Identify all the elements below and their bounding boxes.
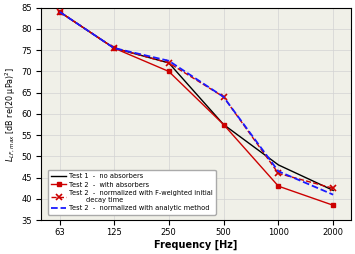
X-axis label: Frequency [Hz]: Frequency [Hz]: [154, 240, 238, 250]
Test 2  -  normalized with F-weighted initial
        decay time: [166, 61, 171, 65]
Test 2  -  with absorbers: [222, 123, 226, 126]
Test 2  -  with absorbers: [166, 70, 171, 73]
Test 2  -  with absorbers: [331, 204, 335, 207]
Test 2  -  normalized with F-weighted initial
        decay time: [222, 96, 226, 99]
Test 2  -  normalized with F-weighted initial
        decay time: [276, 172, 280, 175]
Test 2  -  normalized with F-weighted initial
        decay time: [331, 187, 335, 190]
Test 2  -  with absorbers: [58, 10, 62, 13]
Line: Test 2  -  with absorbers: Test 2 - with absorbers: [58, 9, 335, 208]
Test 2  -  normalized with analytic method: [331, 193, 335, 196]
Line: Test 1  -  no absorbers: Test 1 - no absorbers: [60, 12, 333, 190]
Test 2  -  with absorbers: [112, 46, 116, 50]
Test 1  -  no absorbers: [166, 61, 171, 65]
Test 2  -  normalized with analytic method: [112, 46, 116, 50]
Test 2  -  normalized with F-weighted initial
        decay time: [112, 46, 116, 50]
Legend: Test 1  -  no absorbers, Test 2  -  with absorbers, Test 2  -  normalized with F: Test 1 - no absorbers, Test 2 - with abs…: [48, 170, 216, 215]
Test 2  -  normalized with analytic method: [58, 10, 62, 13]
Test 1  -  no absorbers: [222, 123, 226, 126]
Test 2  -  normalized with analytic method: [222, 96, 226, 99]
Test 2  -  normalized with F-weighted initial
        decay time: [58, 10, 62, 13]
Line: Test 2  -  normalized with F-weighted initial
        decay time: Test 2 - normalized with F-weighted init…: [57, 9, 336, 192]
Test 1  -  no absorbers: [112, 46, 116, 50]
Test 1  -  no absorbers: [331, 189, 335, 192]
Test 2  -  normalized with analytic method: [166, 59, 171, 62]
Line: Test 2  -  normalized with analytic method: Test 2 - normalized with analytic method: [60, 12, 333, 195]
Test 2  -  with absorbers: [276, 185, 280, 188]
Y-axis label: $L_{LF,max}$ [dB re(20 µPa)$^2$]: $L_{LF,max}$ [dB re(20 µPa)$^2$]: [4, 66, 18, 162]
Test 1  -  no absorbers: [58, 10, 62, 13]
Test 1  -  no absorbers: [276, 163, 280, 166]
Test 2  -  normalized with analytic method: [276, 170, 280, 173]
